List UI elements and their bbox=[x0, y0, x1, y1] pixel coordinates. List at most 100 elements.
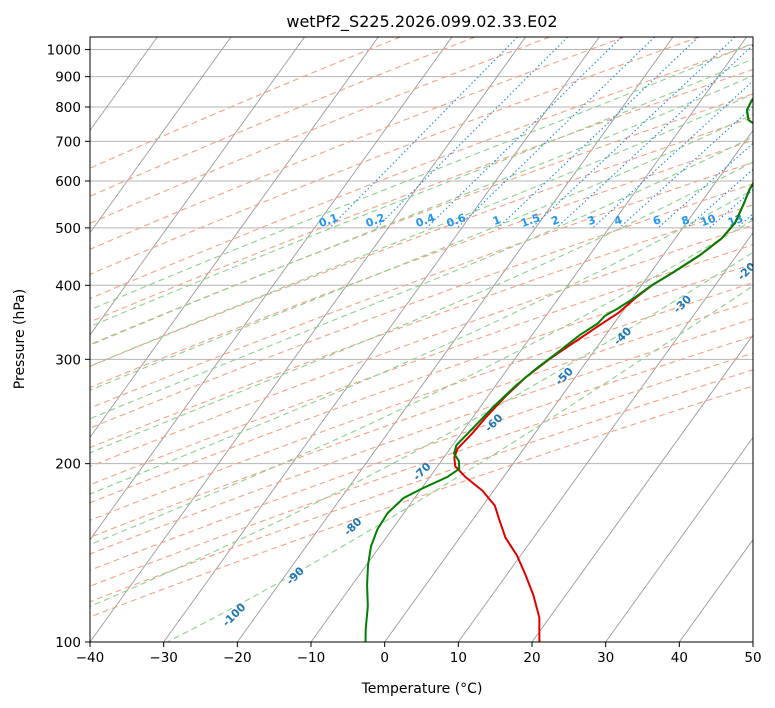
x-tick-label: 50 bbox=[744, 650, 761, 666]
mixing-ratio-label: 2 bbox=[549, 213, 561, 228]
temperature-profile-line bbox=[453, 97, 753, 642]
isotherm-line bbox=[531, 334, 753, 642]
mixing-ratio-line bbox=[556, 44, 753, 229]
isotherm-line bbox=[384, 129, 753, 642]
moist-adiabat-label: -20 bbox=[735, 260, 758, 283]
moist-adiabat-line bbox=[90, 251, 753, 608]
moist-adiabat-line bbox=[90, 161, 753, 454]
dewpoint-profile-line bbox=[364, 97, 753, 642]
dry-adiabat-line bbox=[90, 93, 753, 346]
y-axis-ticks: 1000 900 800 700 600 500 400 300 200 100 bbox=[47, 43, 90, 651]
moist-adiabat-line bbox=[90, 219, 753, 546]
x-axis-label: Temperature (°C) bbox=[361, 681, 483, 697]
moist-adiabat-label: -30 bbox=[671, 292, 694, 315]
x-tick-label: 30 bbox=[597, 650, 614, 666]
moist-adiabat-label: -50 bbox=[553, 365, 576, 388]
dry-adiabat-line bbox=[90, 116, 753, 367]
x-tick-label: −20 bbox=[223, 650, 252, 666]
dry-adiabat-line bbox=[90, 318, 753, 555]
dry-adiabat-line bbox=[90, 204, 753, 449]
isotherm-lines bbox=[90, 37, 753, 642]
mixing-ratio-label: 16 bbox=[748, 212, 767, 230]
mixing-ratio-lines bbox=[329, 37, 775, 229]
moist-adiabat-line bbox=[90, 93, 753, 367]
x-tick-label: 10 bbox=[450, 650, 467, 666]
y-tick-label: 600 bbox=[55, 174, 81, 190]
isotherm-line bbox=[678, 538, 753, 642]
y-tick-label: 300 bbox=[55, 352, 81, 368]
mixing-ratio-line bbox=[618, 105, 753, 229]
mixing-ratio-line bbox=[456, 37, 655, 229]
moist-adiabat-line bbox=[90, 58, 753, 328]
chart-title: wetPf2_S225.2026.099.02.33.E02 bbox=[286, 12, 557, 32]
mixing-ratio-label: 4 bbox=[612, 213, 624, 228]
mixing-ratio-line bbox=[531, 37, 736, 229]
moist-adiabat-lines bbox=[90, 42, 753, 642]
isotherm-line bbox=[163, 37, 600, 642]
mixing-ratio-line bbox=[759, 37, 775, 228]
y-tick-label: 500 bbox=[55, 221, 81, 237]
isotherm-line bbox=[90, 37, 453, 541]
mixing-ratio-label: 0.1 bbox=[317, 211, 340, 230]
isotherm-line bbox=[236, 37, 674, 642]
dry-adiabat-line bbox=[90, 68, 753, 323]
isotherm-line bbox=[90, 37, 379, 439]
dry-adiabat-line bbox=[90, 139, 753, 389]
dry-adiabat-line bbox=[90, 300, 753, 538]
moist-adiabat-line bbox=[90, 189, 753, 495]
y-tick-label: 900 bbox=[55, 70, 81, 86]
dry-adiabat-line bbox=[90, 37, 550, 224]
isotherm-line bbox=[90, 37, 526, 642]
mixing-ratio-line bbox=[592, 80, 753, 229]
x-tick-label: 40 bbox=[671, 650, 688, 666]
x-tick-label: 0 bbox=[380, 650, 389, 666]
dry-adiabat-line bbox=[90, 263, 753, 504]
mixing-ratio-label: 0.2 bbox=[364, 211, 387, 230]
y-axis-label: Pressure (hPa) bbox=[12, 289, 28, 389]
dry-adiabat-line bbox=[90, 37, 401, 169]
dry-adiabat-line bbox=[90, 282, 753, 521]
sounding-profiles bbox=[364, 97, 753, 642]
mixing-ratio-label: 1.5 bbox=[519, 211, 542, 230]
y-tick-label: 100 bbox=[55, 635, 81, 651]
mixing-ratio-line bbox=[686, 168, 753, 229]
mixing-ratio-line bbox=[657, 142, 753, 229]
mixing-ratio-label: 8 bbox=[680, 213, 692, 228]
moist-adiabat-line bbox=[167, 285, 753, 642]
moist-adiabat-line bbox=[90, 113, 753, 391]
y-tick-label: 800 bbox=[55, 100, 81, 116]
x-tick-label: −30 bbox=[149, 650, 178, 666]
mixing-ratio-label: 6 bbox=[651, 213, 663, 228]
isotherm-line bbox=[752, 641, 753, 642]
moist-adiabat-line bbox=[90, 42, 753, 311]
mixing-ratio-line bbox=[329, 37, 518, 229]
mixing-ratio-label: 0.4 bbox=[414, 211, 437, 230]
moist-adiabat-line bbox=[90, 74, 753, 346]
isotherm-line bbox=[605, 436, 753, 642]
x-tick-label: −40 bbox=[76, 650, 105, 666]
dry-adiabat-line bbox=[90, 37, 476, 197]
y-tick-label: 200 bbox=[55, 457, 81, 473]
mixing-ratio-line bbox=[736, 213, 753, 229]
y-tick-label: 400 bbox=[55, 278, 81, 294]
pressure-gridlines bbox=[90, 49, 753, 642]
x-axis-ticks: −40 −30 −20 −10 0 10 20 30 40 50 bbox=[76, 642, 762, 666]
mixing-ratio-label: 10 bbox=[699, 212, 718, 230]
y-tick-label: 700 bbox=[55, 134, 81, 150]
dry-adiabat-line bbox=[90, 37, 700, 275]
dry-adiabat-line bbox=[90, 244, 753, 486]
mixing-ratio-line bbox=[497, 37, 699, 229]
plot-frame bbox=[89, 36, 754, 643]
moist-adiabat-label: -100 bbox=[220, 600, 249, 629]
y-tick-label: 1000 bbox=[47, 43, 81, 59]
isotherm-line bbox=[90, 37, 232, 234]
dry-adiabat-lines bbox=[90, 37, 753, 618]
dry-adiabat-line bbox=[90, 369, 753, 603]
dry-adiabat-line bbox=[90, 224, 753, 468]
mixing-ratio-line bbox=[426, 37, 622, 229]
isotherm-line bbox=[310, 37, 747, 642]
x-tick-label: −10 bbox=[297, 650, 326, 666]
moist-adiabat-line bbox=[90, 136, 753, 420]
mixing-ratio-label: 3 bbox=[586, 213, 598, 228]
dry-adiabat-line bbox=[90, 385, 753, 618]
